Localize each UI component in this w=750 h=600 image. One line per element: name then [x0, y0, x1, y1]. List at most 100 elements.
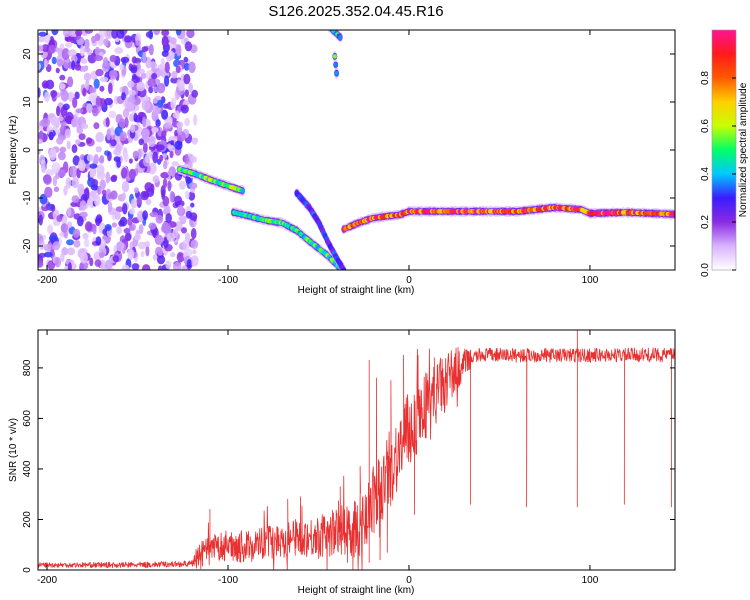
y-tick-label: -20	[22, 238, 33, 253]
noise-blob	[80, 45, 85, 57]
noise-blob	[84, 30, 93, 34]
noise-blob	[157, 265, 163, 270]
snr-series	[38, 330, 675, 570]
noise-blob	[87, 52, 97, 64]
noise-blob	[104, 259, 113, 270]
spectral-feature	[327, 24, 332, 28]
noise-blob	[116, 159, 121, 168]
noise-blob	[190, 228, 197, 240]
noise-blob	[119, 216, 128, 227]
noise-blob	[116, 226, 122, 235]
noise-blob	[143, 142, 148, 154]
noise-blob	[79, 211, 88, 218]
y-tick-label: 0	[22, 567, 33, 573]
noise-blob	[136, 82, 146, 92]
noise-blob	[172, 262, 182, 270]
noise-blob	[111, 30, 118, 39]
noise-blob	[55, 67, 60, 74]
noise-blob	[86, 137, 92, 145]
noise-blob	[138, 138, 145, 146]
noise-blob	[115, 206, 124, 213]
noise-blob	[50, 204, 56, 213]
noise-blob	[125, 232, 132, 242]
noise-blob	[95, 146, 103, 153]
noise-blob	[170, 140, 175, 146]
noise-blob	[188, 82, 193, 94]
noise-blob	[106, 128, 112, 141]
noise-blob	[138, 111, 145, 117]
noise-blob	[38, 149, 41, 155]
noise-blob	[123, 228, 131, 234]
noise-blob	[155, 144, 165, 151]
colorbar-gradient	[712, 30, 736, 270]
x-tick-label: 100	[582, 575, 599, 586]
colorbar-frame	[711, 29, 737, 271]
noise-blob	[148, 222, 157, 230]
noise-blob	[57, 151, 66, 161]
noise-blob	[174, 221, 183, 232]
noise-blob	[141, 128, 150, 139]
noise-blob	[60, 124, 67, 136]
noise-blob	[178, 242, 187, 251]
noise-blob	[43, 174, 52, 185]
noise-blob	[136, 196, 142, 205]
noise-blob	[186, 258, 192, 269]
noise-blob	[142, 116, 147, 128]
noise-blob	[153, 30, 161, 36]
noise-blob	[89, 163, 98, 169]
noise-blob	[145, 245, 150, 257]
snr-x-ticks: -200 -100 0 100	[37, 330, 599, 586]
noise-blob	[188, 191, 196, 201]
noise-blob	[107, 151, 112, 162]
noise-blob	[78, 133, 86, 141]
noise-blob	[111, 222, 117, 228]
colorbar-tick-label: 0.2	[700, 215, 711, 229]
noise-blob	[121, 192, 126, 201]
noise-blob	[152, 151, 159, 164]
noise-blob	[190, 156, 198, 163]
noise-blob	[75, 30, 83, 37]
noise-blob	[63, 185, 68, 196]
noise-blob	[128, 94, 136, 105]
noise-blob	[84, 187, 90, 197]
noise-blob	[137, 68, 145, 75]
noise-blob	[95, 95, 101, 108]
noise-blob	[170, 77, 179, 84]
noise-blob	[192, 249, 197, 255]
noise-blob	[123, 152, 129, 163]
noise-blob	[56, 215, 63, 222]
noise-blob	[152, 97, 158, 104]
noise-blob	[183, 73, 191, 85]
noise-blob	[144, 153, 150, 164]
noise-blob	[176, 45, 182, 57]
noise-blob	[169, 150, 174, 159]
noise-blob	[164, 61, 170, 74]
noise-blob	[47, 224, 54, 235]
noise-blob	[161, 222, 171, 234]
noise-blob	[48, 131, 54, 141]
noise-blob	[160, 57, 165, 68]
noise-blob	[67, 76, 74, 88]
noise-blob	[41, 166, 46, 173]
noise-blob	[129, 207, 136, 215]
noise-blob	[149, 211, 159, 218]
noise-blob	[131, 263, 140, 270]
noise-blob	[175, 65, 181, 74]
x-tick-label: -200	[37, 275, 57, 286]
noise-blob	[131, 75, 140, 84]
noise-blob	[163, 160, 168, 170]
noise-blob	[133, 187, 139, 194]
noise-blob	[96, 214, 103, 223]
noise-blob	[83, 72, 92, 82]
noise-blob	[171, 161, 179, 167]
noise-blob	[38, 214, 43, 226]
noise-blob	[71, 177, 79, 189]
noise-blob	[38, 87, 41, 98]
noise-blob	[50, 90, 58, 98]
spectral-feature	[338, 34, 343, 40]
noise-blob	[47, 260, 56, 270]
noise-blob	[152, 254, 158, 261]
noise-blob	[120, 56, 130, 64]
x-tick-label: -100	[218, 275, 238, 286]
noise-blob	[38, 36, 46, 43]
